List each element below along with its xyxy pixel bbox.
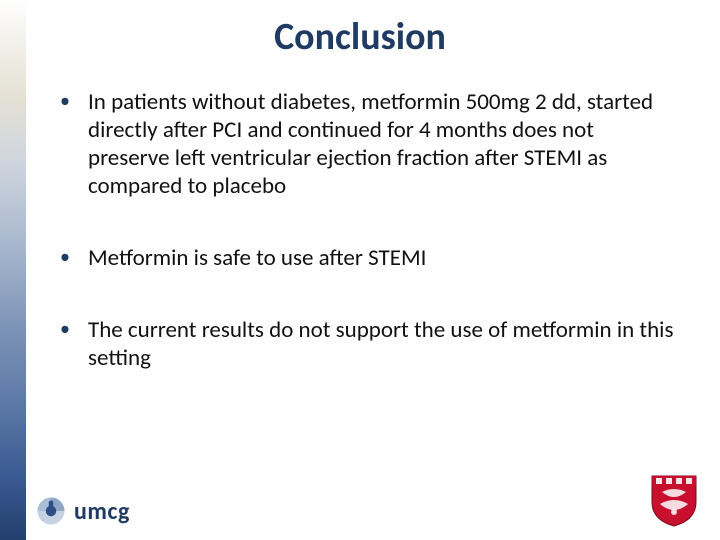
bullet-list: In patients without diabetes, metformin … (60, 88, 680, 372)
bullet-item: In patients without diabetes, metformin … (60, 88, 680, 200)
bullet-item: Metformin is safe to use after STEMI (60, 244, 680, 272)
bullet-item: The current results do not support the u… (60, 316, 680, 372)
umcg-wordmark: umcg (74, 497, 130, 526)
umcg-mark-icon (36, 496, 66, 526)
logo-shield (648, 472, 700, 528)
slide-body: In patients without diabetes, metformin … (60, 88, 680, 416)
slide-title: Conclusion (0, 14, 720, 60)
left-gradient-stripe (0, 0, 26, 540)
logo-umcg: umcg (36, 496, 130, 526)
